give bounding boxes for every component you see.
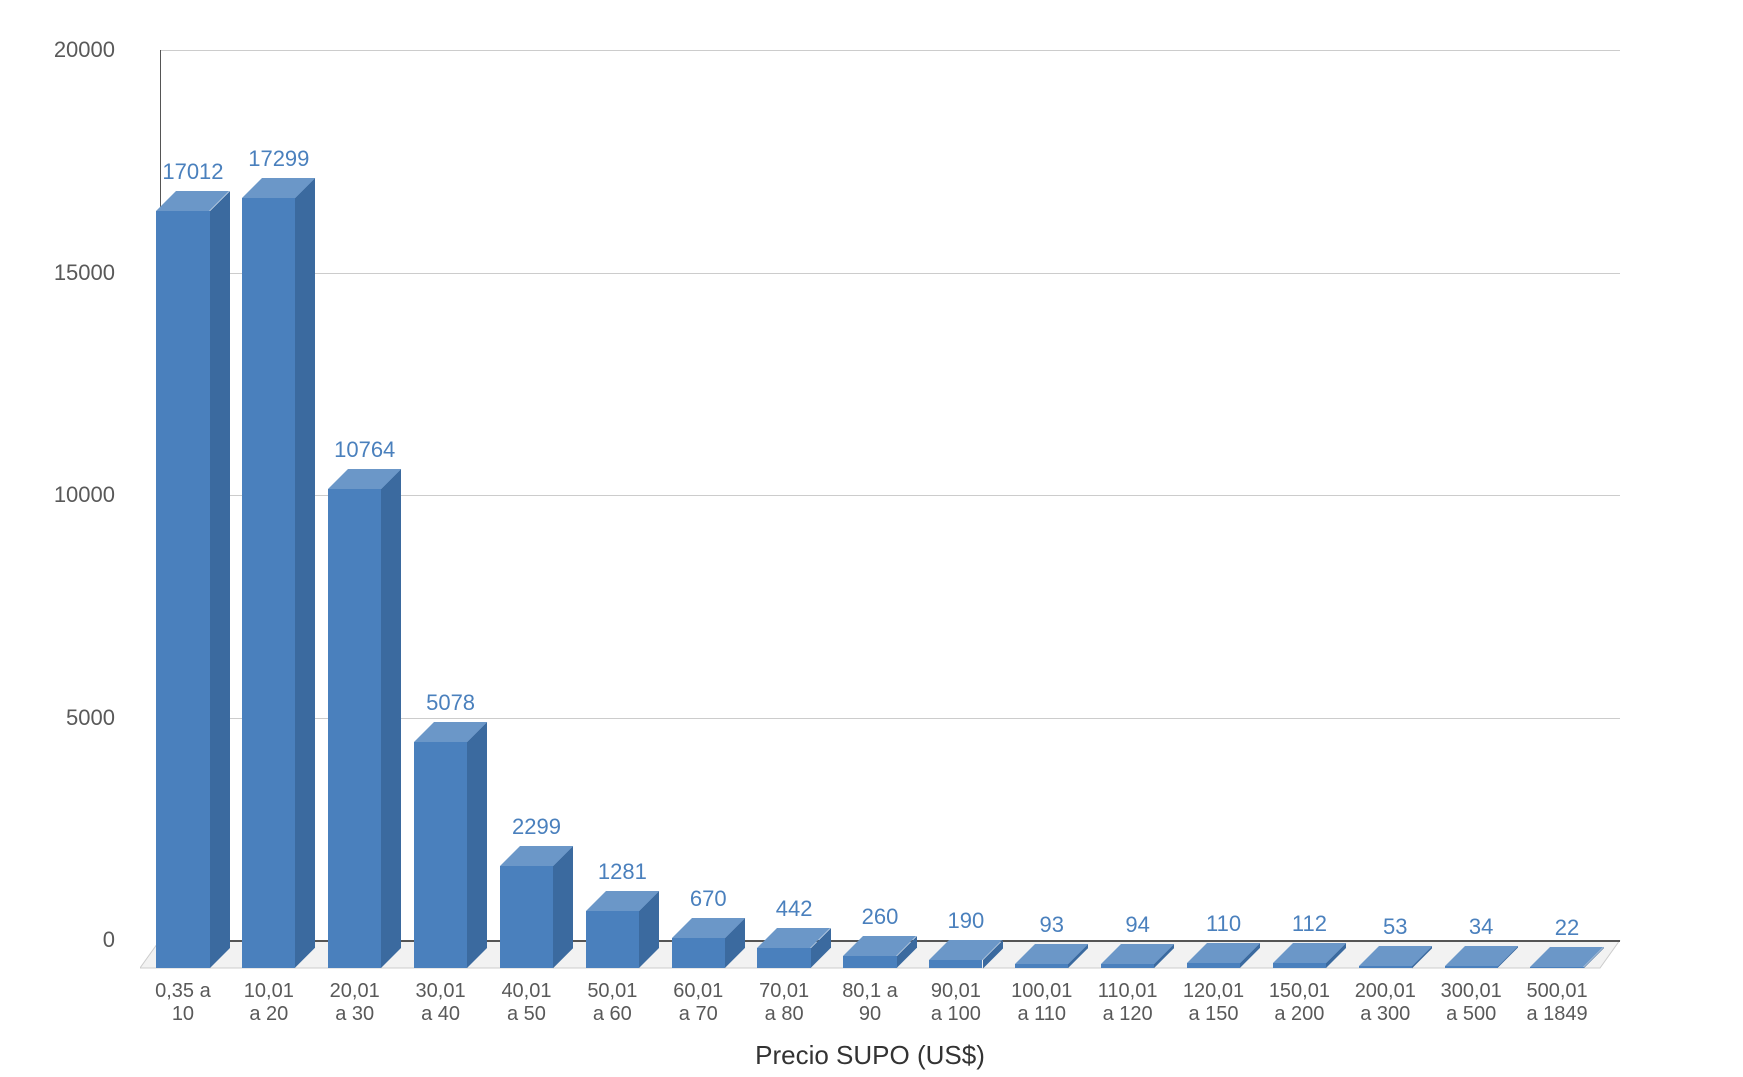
bar bbox=[929, 960, 982, 968]
bar-value-label: 110 bbox=[1206, 911, 1241, 937]
bar bbox=[1101, 964, 1154, 968]
bar bbox=[156, 211, 209, 968]
bar-value-label: 260 bbox=[862, 904, 899, 930]
bar-top bbox=[328, 469, 402, 490]
bar-top bbox=[414, 722, 488, 743]
y-tick-label: 10000 bbox=[0, 482, 115, 508]
bar bbox=[586, 911, 639, 968]
bar bbox=[328, 489, 381, 968]
gridline bbox=[160, 273, 1620, 274]
bar-side bbox=[295, 178, 316, 969]
bar-value-label: 2299 bbox=[512, 814, 561, 840]
bar bbox=[1273, 963, 1326, 968]
x-tick-label: 50,01a 60 bbox=[566, 980, 658, 1026]
bar bbox=[242, 198, 295, 968]
bar bbox=[1530, 967, 1583, 968]
bar-value-label: 1281 bbox=[598, 859, 647, 885]
x-tick-label: 60,01a 70 bbox=[652, 980, 744, 1026]
bar-value-label: 22 bbox=[1555, 915, 1579, 941]
x-axis-title: Precio SUPO (US$) bbox=[755, 1040, 985, 1071]
x-tick-label: 0,35 a10 bbox=[137, 980, 229, 1026]
bar bbox=[500, 866, 553, 968]
bar-side bbox=[467, 722, 488, 969]
x-tick-label: 70,01a 80 bbox=[738, 980, 830, 1026]
x-tick-label: 110,01a 120 bbox=[1082, 980, 1174, 1026]
bar-top bbox=[1530, 947, 1604, 968]
bar-value-label: 190 bbox=[948, 908, 985, 934]
bar bbox=[1445, 966, 1498, 968]
x-tick-label: 100,01a 110 bbox=[996, 980, 1088, 1026]
bar-top bbox=[1359, 946, 1433, 967]
bar-side bbox=[210, 191, 231, 969]
y-tick-label: 20000 bbox=[0, 37, 115, 63]
bar-top bbox=[757, 928, 831, 949]
bar bbox=[1015, 964, 1068, 968]
x-tick-label: 150,01a 200 bbox=[1253, 980, 1345, 1026]
x-tick-label: 30,01a 40 bbox=[395, 980, 487, 1026]
bar bbox=[672, 938, 725, 968]
x-tick-label: 500,01a 1849 bbox=[1511, 980, 1603, 1026]
x-tick-label: 200,01a 300 bbox=[1339, 980, 1431, 1026]
bar-value-label: 10764 bbox=[334, 437, 395, 463]
bar bbox=[757, 948, 810, 968]
x-tick-label: 300,01a 500 bbox=[1425, 980, 1517, 1026]
bar-top bbox=[843, 936, 917, 957]
bar-top bbox=[672, 918, 746, 939]
bar-top bbox=[242, 178, 316, 199]
y-tick-label: 5000 bbox=[0, 705, 115, 731]
bar-value-label: 94 bbox=[1125, 912, 1149, 938]
x-tick-label: 80,1 a90 bbox=[824, 980, 916, 1026]
bar bbox=[1187, 963, 1240, 968]
x-tick-label: 10,01a 20 bbox=[223, 980, 315, 1026]
gridline bbox=[160, 50, 1620, 51]
bar-chart: 0 5000 10000 15000 20000 17012 0,35 a10 17299 10… bbox=[0, 0, 1743, 1077]
bar-side bbox=[381, 469, 402, 969]
bar-top bbox=[586, 891, 660, 912]
bar-value-label: 93 bbox=[1040, 912, 1064, 938]
bar-top bbox=[1187, 943, 1261, 964]
x-tick-label: 40,01a 50 bbox=[481, 980, 573, 1026]
bar-top bbox=[1445, 946, 1519, 967]
y-tick-label: 0 bbox=[0, 927, 115, 953]
bar bbox=[843, 956, 896, 968]
bar bbox=[1359, 966, 1412, 968]
bar-value-label: 17299 bbox=[248, 146, 309, 172]
bar-value-label: 442 bbox=[776, 896, 813, 922]
bar-top bbox=[929, 940, 1003, 961]
bar-value-label: 53 bbox=[1383, 914, 1407, 940]
x-tick-label: 20,01a 30 bbox=[309, 980, 401, 1026]
bar-top bbox=[1015, 944, 1089, 965]
bar-top bbox=[1273, 943, 1347, 964]
bar-value-label: 112 bbox=[1292, 911, 1327, 937]
y-tick-label: 15000 bbox=[0, 260, 115, 286]
x-tick-label: 120,01a 150 bbox=[1168, 980, 1260, 1026]
bar-top bbox=[1101, 944, 1175, 965]
bar-value-label: 17012 bbox=[162, 159, 223, 185]
bar-value-label: 670 bbox=[690, 886, 727, 912]
bar-top bbox=[156, 191, 230, 212]
bar bbox=[414, 742, 467, 968]
x-tick-label: 90,01a 100 bbox=[910, 980, 1002, 1026]
bar-value-label: 34 bbox=[1469, 914, 1493, 940]
bar-value-label: 5078 bbox=[426, 690, 475, 716]
bar-top bbox=[500, 846, 574, 867]
